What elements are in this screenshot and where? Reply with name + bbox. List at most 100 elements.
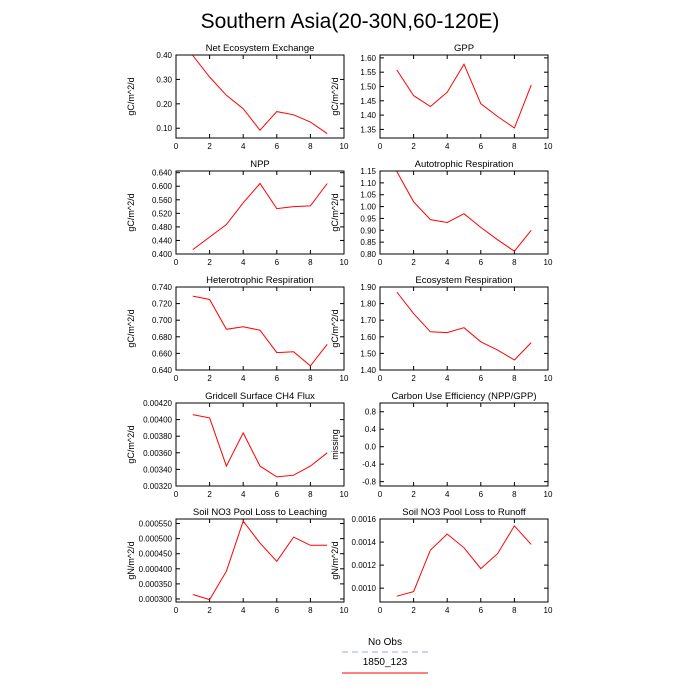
x-tick-label: 0: [174, 606, 179, 615]
chart-panel: Heterotrophic Respiration gC/m^2/d 0 2 4 6 8 10…: [126, 275, 349, 383]
x-tick-label: 4: [241, 490, 246, 499]
x-tick-label: 0: [174, 374, 179, 383]
plot-frame: [175, 518, 345, 603]
y-tick-label: 0.20: [156, 100, 172, 109]
chart-panel: Soil NO3 Pool Loss to Runoff gN/m^2/d 0 2 4 6…: [330, 507, 553, 615]
x-tick-label: 6: [479, 490, 484, 499]
y-tick-label: 1.10: [360, 179, 376, 188]
chart-panel: Soil NO3 Pool Loss to Leaching gN/m^2/d 0 2…: [126, 507, 349, 615]
y-tick-label: 1.40: [360, 366, 376, 375]
plot-frame: [175, 54, 345, 139]
x-tick-label: 10: [340, 374, 349, 383]
y-tick-label: 0.680: [152, 333, 173, 342]
panel-title: Soil NO3 Pool Loss to Leaching: [193, 507, 327, 518]
x-tick-label: 2: [411, 606, 416, 615]
y-tick-label: 1.90: [360, 283, 376, 292]
x-tick-label: 2: [411, 490, 416, 499]
panel-title: GPP: [454, 43, 474, 54]
y-tick-label: 0.00420: [143, 399, 172, 408]
y-tick-label: -0.4: [362, 460, 376, 469]
x-tick-label: 8: [308, 374, 313, 383]
y-axis-label: gC/m^2/d: [126, 77, 136, 115]
y-tick-label: 0.000550: [139, 520, 173, 529]
series-line: [192, 55, 328, 135]
y-tick-label: 0.8: [365, 408, 377, 417]
panel-title: Carbon Use Efficiency (NPP/GPP): [391, 391, 536, 402]
y-tick-label: 1.00: [360, 203, 376, 212]
x-tick-label: 8: [308, 142, 313, 151]
panel-title: Net Ecosystem Exchange: [206, 43, 315, 54]
plot-frame: [175, 170, 345, 255]
x-tick-label: 8: [308, 258, 313, 267]
chart-panel: Carbon Use Efficiency (NPP/GPP) missing 0 2…: [330, 391, 553, 499]
legend-label-no-obs: No Obs: [368, 637, 402, 648]
x-tick-label: 4: [445, 258, 450, 267]
series-line: [192, 520, 328, 601]
y-tick-label: 0.0010: [352, 584, 377, 593]
panel-title: NPP: [250, 159, 270, 170]
panel-title: Gridcell Surface CH4 Flux: [205, 391, 315, 402]
series-line: [192, 295, 328, 367]
plot-frame: [379, 54, 549, 139]
x-tick-label: 4: [241, 374, 246, 383]
y-axis-label: gC/m^2/d: [330, 77, 340, 115]
chart-panel: Autotrophic Respiration gC/m^2/d 0 2 4 6 8 10 0.…: [330, 159, 553, 267]
y-axis-label: gN/m^2/d: [330, 541, 340, 579]
y-axis-label: gC/m^2/d: [126, 425, 136, 463]
chart-panel: GPP gC/m^2/d 0 2 4 6 8 10 1.35 1.40 1.45 1.50 1.55 1.…: [330, 43, 553, 151]
y-tick-label: 0.000350: [139, 580, 173, 589]
x-tick-label: 6: [479, 606, 484, 615]
plot-frame: [379, 402, 549, 487]
y-tick-label: 0.00360: [143, 449, 172, 458]
x-tick-label: 6: [275, 490, 280, 499]
y-tick-label: 1.60: [360, 54, 376, 63]
x-tick-label: 0: [174, 142, 179, 151]
x-tick-label: 8: [512, 374, 517, 383]
y-tick-label: 0.00320: [143, 482, 172, 491]
figure-title: Southern Asia(20-30N,60-120E): [201, 10, 500, 33]
x-tick-label: 0: [378, 490, 383, 499]
x-tick-label: 4: [445, 374, 450, 383]
x-tick-label: 2: [411, 258, 416, 267]
plot-frame: [379, 518, 549, 603]
x-tick-label: 10: [340, 258, 349, 267]
series-line: [192, 182, 328, 251]
series-line: [192, 414, 328, 478]
y-axis-label: gC/m^2/d: [330, 193, 340, 231]
panel-title: Ecosystem Respiration: [415, 275, 512, 286]
x-tick-label: 4: [241, 142, 246, 151]
y-tick-label: 1.35: [360, 125, 376, 134]
y-tick-label: 0.0: [365, 443, 377, 452]
x-tick-label: 8: [308, 606, 313, 615]
y-tick-label: 0.4: [365, 425, 377, 434]
y-tick-label: 0.00340: [143, 465, 172, 474]
y-tick-label: 1.05: [360, 191, 376, 200]
x-tick-label: 10: [340, 142, 349, 151]
y-tick-label: 0.000450: [139, 550, 173, 559]
x-tick-label: 2: [207, 142, 212, 151]
y-axis-label: gC/m^2/d: [330, 309, 340, 347]
y-tick-label: 0.520: [152, 209, 173, 218]
y-tick-label: 0.85: [360, 238, 376, 247]
y-tick-label: 0.000400: [139, 565, 173, 574]
panel-title: Autotrophic Respiration: [415, 159, 514, 170]
y-tick-label: 1.45: [360, 97, 376, 106]
y-tick-label: 0.00380: [143, 432, 172, 441]
x-tick-label: 6: [479, 258, 484, 267]
y-tick-label: 0.440: [152, 236, 173, 245]
y-tick-label: 1.60: [360, 333, 376, 342]
x-tick-label: 8: [308, 490, 313, 499]
y-tick-label: 0.400: [152, 250, 173, 259]
y-tick-label: 1.70: [360, 316, 376, 325]
x-tick-label: 8: [512, 606, 517, 615]
x-tick-label: 6: [479, 142, 484, 151]
y-tick-label: 0.30: [156, 75, 172, 84]
x-tick-label: 0: [174, 258, 179, 267]
x-tick-label: 6: [275, 142, 280, 151]
x-tick-label: 4: [445, 490, 450, 499]
y-tick-label: 0.720: [152, 300, 173, 309]
x-tick-label: 2: [207, 606, 212, 615]
y-tick-label: 1.50: [360, 82, 376, 91]
x-tick-label: 10: [544, 258, 553, 267]
